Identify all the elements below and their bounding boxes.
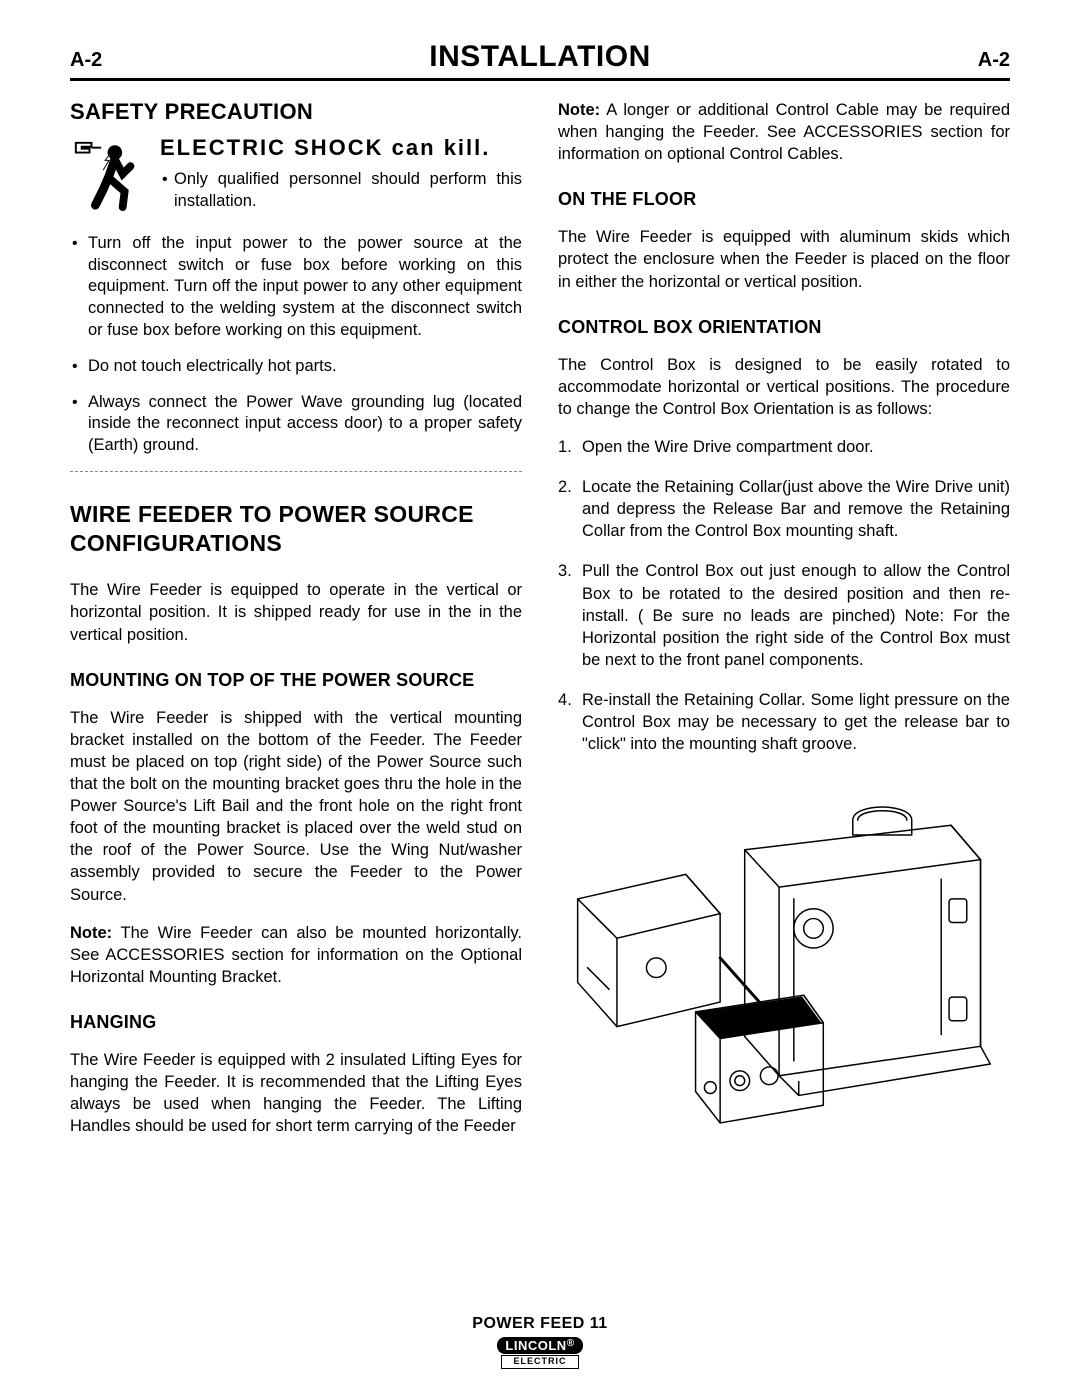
right-column: Note: A longer or additional Control Cab…	[558, 99, 1010, 1153]
cbo-step: Re-install the Retaining Collar. Some li…	[558, 689, 1010, 755]
brand-sub: ELECTRIC	[501, 1355, 579, 1369]
config-heading: WIRE FEEDER TO POWER SOURCE CONFIGURATIO…	[70, 500, 522, 558]
cable-note: Note: A longer or additional Control Cab…	[558, 99, 1010, 165]
cbo-step: Locate the Retaining Collar(just above t…	[558, 476, 1010, 542]
safety-heading: SAFETY PRECAUTION	[70, 99, 522, 125]
shock-warning-title: ELECTRIC SHOCK can kill.	[160, 135, 522, 161]
cbo-steps: Open the Wire Drive compartment door. Lo…	[558, 436, 1010, 755]
mount-heading: MOUNTING ON TOP OF THE POWER SOURCE	[70, 670, 522, 691]
left-column: SAFETY PRECAUTION ELECTRIC SHOCK can kil…	[70, 99, 522, 1153]
floor-heading: ON THE FLOOR	[558, 189, 1010, 210]
brand-name: LINCOLN®	[497, 1337, 582, 1354]
hanging-heading: HANGING	[70, 1012, 522, 1033]
note-label: Note:	[558, 101, 600, 119]
cable-note-text: A longer or additional Control Cable may…	[558, 101, 1010, 163]
mount-note-text: The Wire Feeder can also be mounted hori…	[70, 924, 522, 986]
page-title: INSTALLATION	[429, 40, 651, 74]
cbo-heading: CONTROL BOX ORIENTATION	[558, 317, 1010, 338]
brand-logo: LINCOLN® ELECTRIC	[497, 1337, 582, 1369]
shock-warning-text: ELECTRIC SHOCK can kill. Only qualified …	[160, 135, 522, 227]
page-footer: POWER FEED 11 LINCOLN® ELECTRIC	[0, 1315, 1080, 1369]
shock-warning-block: ELECTRIC SHOCK can kill. Only qualified …	[70, 135, 522, 227]
cbo-step: Open the Wire Drive compartment door.	[558, 436, 1010, 458]
floor-body: The Wire Feeder is equipped with aluminu…	[558, 226, 1010, 292]
safety-bullet: Do not touch electrically hot parts.	[70, 356, 522, 378]
shock-hazard-icon	[70, 135, 148, 213]
page-num-left: A-2	[70, 49, 102, 72]
mount-body: The Wire Feeder is shipped with the vert…	[70, 707, 522, 906]
safety-bullet: Always connect the Power Wave grounding …	[70, 392, 522, 457]
section-divider	[70, 471, 522, 472]
wire-feeder-figure	[558, 781, 1010, 1135]
page-num-right: A-2	[978, 49, 1010, 72]
product-name: POWER FEED 11	[0, 1315, 1080, 1333]
warn-bullet-qualified: Only qualified personnel should perform …	[160, 169, 522, 213]
content-columns: SAFETY PRECAUTION ELECTRIC SHOCK can kil…	[70, 99, 1010, 1153]
hanging-body: The Wire Feeder is equipped with 2 insul…	[70, 1049, 522, 1137]
mount-note: Note: The Wire Feeder can also be mounte…	[70, 922, 522, 988]
cbo-step: Pull the Control Box out just enough to …	[558, 560, 1010, 671]
page-header: A-2 INSTALLATION A-2	[70, 40, 1010, 81]
note-label: Note:	[70, 924, 112, 942]
cbo-intro: The Control Box is designed to be easily…	[558, 354, 1010, 420]
safety-bullet: Turn off the input power to the power so…	[70, 233, 522, 342]
safety-bullets: Turn off the input power to the power so…	[70, 233, 522, 457]
config-intro: The Wire Feeder is equipped to operate i…	[70, 579, 522, 645]
